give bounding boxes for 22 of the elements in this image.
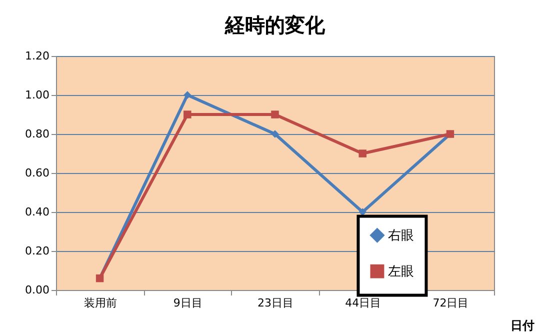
point bbox=[358, 150, 366, 158]
x-tick-label: 9日目 bbox=[173, 296, 202, 310]
chart-title: 経時的変化 bbox=[224, 13, 326, 37]
point bbox=[184, 91, 192, 99]
y-tick-label: 0.40 bbox=[25, 206, 50, 218]
point bbox=[358, 208, 366, 216]
point bbox=[271, 110, 279, 118]
y-tick-label: 1.20 bbox=[25, 50, 50, 62]
y-tick-label: 0.20 bbox=[25, 244, 50, 258]
x-tick-label: 23日目 bbox=[258, 296, 294, 310]
y-tick-label: 0.00 bbox=[25, 284, 50, 296]
y-tick-label: 0.80 bbox=[25, 128, 50, 140]
legend-label: 左眼 bbox=[388, 264, 414, 280]
x-tick-label: 装用前 bbox=[84, 296, 117, 310]
y-tick-label: 0.60 bbox=[25, 166, 50, 180]
y-tick-label: 1.00 bbox=[25, 88, 50, 102]
legend-label: 右眼 bbox=[388, 228, 414, 244]
x-tick-label: 44日目 bbox=[345, 296, 382, 310]
point bbox=[184, 110, 192, 118]
x-axis-title: 日付 bbox=[510, 318, 534, 332]
x-tick-label: 72日目 bbox=[432, 296, 469, 310]
point bbox=[271, 130, 279, 138]
